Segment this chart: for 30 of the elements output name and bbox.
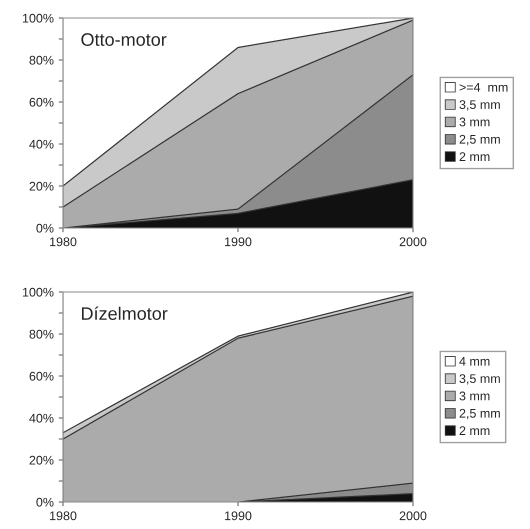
y-tick-label: 80% xyxy=(30,330,54,339)
legend-label: 3,5 mm xyxy=(459,100,500,111)
y-tick-label: 40% xyxy=(29,140,54,149)
x-tick-label: 2000 xyxy=(400,511,426,520)
y-tick-label: 0% xyxy=(36,224,54,233)
legend-label: 3 mm xyxy=(459,118,490,126)
x-tick-label: 1980 xyxy=(50,237,76,246)
y-tick-label: 20% xyxy=(30,456,54,465)
legend-label: 2 mm xyxy=(460,426,490,435)
y-tick-label: 80% xyxy=(30,56,54,65)
legend-label: 3 mm xyxy=(459,392,490,400)
x-tick-label: 1990 xyxy=(225,237,252,246)
y-tick-label: 100% xyxy=(22,288,54,297)
legend-label: 2,5 mm xyxy=(460,408,500,420)
y-tick-label: 60% xyxy=(30,372,54,381)
y-tick-label: 0% xyxy=(36,498,54,507)
x-tick-label: 2000 xyxy=(400,237,426,246)
y-tick-label: 100% xyxy=(22,14,54,23)
y-tick-label: 60% xyxy=(30,98,54,107)
y-tick-label: 40% xyxy=(29,414,54,423)
text: Dízelmotor xyxy=(82,306,168,320)
x-tick-label: 1980 xyxy=(50,511,76,520)
legend-label: 2,5 mm xyxy=(460,134,500,146)
text: Otto-motor xyxy=(81,33,166,46)
legend-label: >=4 mm xyxy=(460,82,508,92)
legend-label: 4 mm xyxy=(459,356,490,366)
x-tick-label: 1990 xyxy=(225,511,252,520)
y-tick-label: 20% xyxy=(30,182,54,191)
legend-label: 3,5 mm xyxy=(459,374,500,385)
legend-label: 2 mm xyxy=(460,152,490,161)
